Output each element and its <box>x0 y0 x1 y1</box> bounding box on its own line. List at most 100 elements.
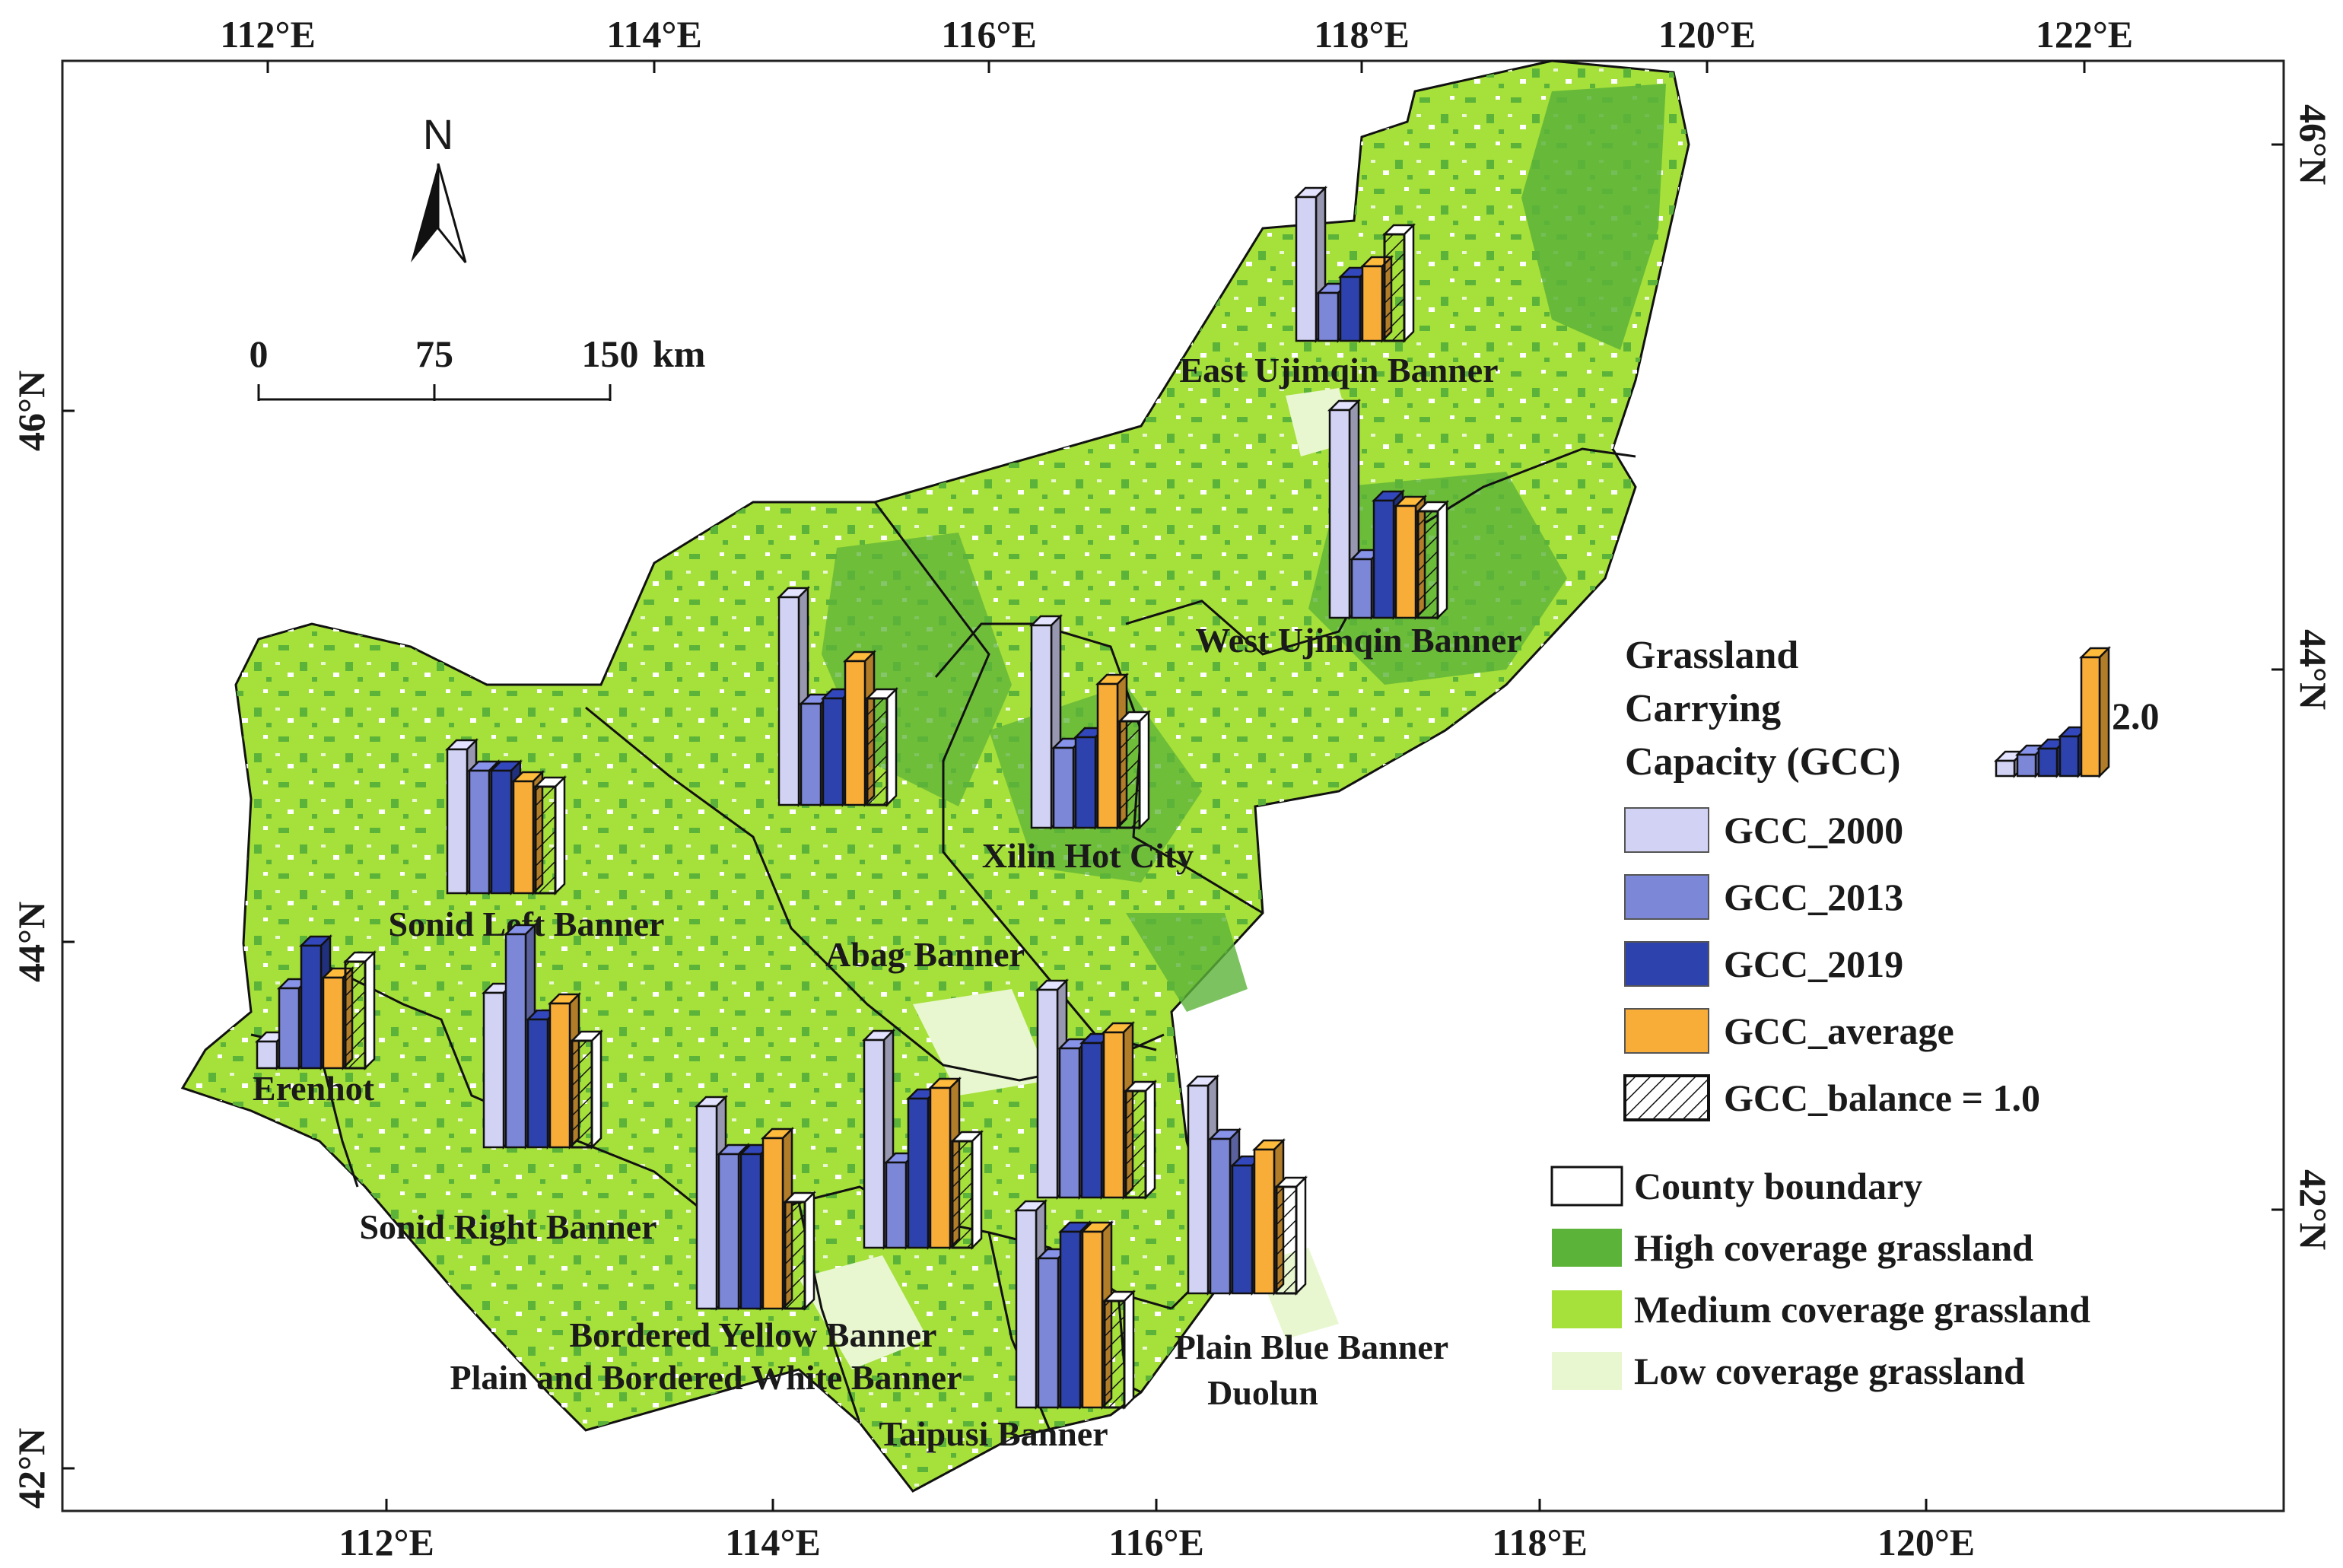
legend-item-gcc2000: GCC_2000 <box>1624 807 1903 853</box>
county-label-bordered-yellow: Bordered Yellow Banner <box>570 1315 937 1354</box>
county-chart-sonid-right <box>481 922 604 1150</box>
county-boundary-line <box>311 957 731 1234</box>
county-gcc-charts: East Ujimqin Banner West Ujimqin Banner Xi… <box>253 185 1522 1453</box>
county-chart-plain-bordered-white <box>861 1028 984 1251</box>
legend-reference-value: 2.0 <box>2112 695 2160 737</box>
bottom-tick-label: 120°E <box>1877 1521 1975 1563</box>
county-label-duolun: Duolun <box>1207 1373 1318 1412</box>
legend-swatch <box>1624 874 1709 920</box>
legend-label: High coverage grassland <box>1634 1226 2033 1269</box>
county-label-erenhot: Erenhot <box>253 1069 375 1108</box>
gcc-balance-bar <box>1123 1079 1158 1201</box>
top-tick-label: 116°E <box>941 13 1037 56</box>
legend-item-gccbal: GCC_balance = 1.0 <box>1623 1074 2040 1121</box>
legend: Grassland Carrying Capacity (GCC) 2.0 GC… <box>1550 634 2160 1392</box>
top-tick-label: 118°E <box>1314 13 1410 56</box>
legend-label: County boundary <box>1634 1165 1922 1207</box>
county-chart-xilin-hot <box>1028 613 1152 831</box>
gcc-balance-bar <box>1381 222 1416 344</box>
gcc-balance-bar <box>342 949 377 1071</box>
legend-swatch <box>1552 1290 1622 1328</box>
gcc-2000-bar <box>1327 398 1362 621</box>
high-coverage-patch <box>1126 913 1248 1012</box>
gcc-balance-bar <box>569 1029 604 1150</box>
legend-item-county: County boundary <box>1550 1165 1922 1207</box>
legend-swatch <box>1623 1074 1710 1121</box>
gcc-balance-bar <box>1102 1289 1137 1411</box>
county-chart-west-ujimqin <box>1327 398 1450 621</box>
legend-label: GCC_average <box>1724 1010 1954 1052</box>
axis-tick-labels: 112°E 114°E 116°E 118°E 120°E 122°E 112°E 114°E… <box>10 13 2335 1563</box>
axis-ticks <box>62 61 2284 1511</box>
county-label-taipusi: Taipusi Banner <box>879 1414 1108 1453</box>
legend-title-line-1: Grassland <box>1625 634 1798 677</box>
legend-swatch <box>1552 1229 1622 1267</box>
north-arrow-label: N <box>423 110 453 158</box>
right-tick-label: 42°N <box>2292 1169 2335 1250</box>
legend-item-low: Low coverage grassland <box>1552 1350 2025 1392</box>
top-tick-label: 112°E <box>220 13 316 56</box>
county-chart-bordered-yellow <box>694 1094 817 1312</box>
legend-item-high: High coverage grassland <box>1552 1226 2033 1269</box>
gcc-balance-bar <box>1273 1175 1308 1296</box>
north-arrow-icon <box>411 164 438 262</box>
legend-title-line-3: Capacity (GCC) <box>1625 740 1901 784</box>
county-chart-east-ujimqin <box>1293 185 1416 344</box>
legend-reference-bar <box>2078 645 2112 779</box>
legend-label: Low coverage grassland <box>1634 1350 2025 1392</box>
legend-title-line-2: Carrying <box>1625 687 1781 730</box>
scale-label-150: 150 <box>582 332 639 375</box>
county-label-abag: Abag Banner <box>825 935 1025 974</box>
right-tick-label: 44°N <box>2292 629 2335 710</box>
low-coverage-patch <box>799 1255 928 1369</box>
legend-item-gccavg: GCC_average <box>1624 1008 1954 1054</box>
legend-gcc-items: GCC_2000 GCC_2013 GCC_2019 GCC_average GCC_b… <box>1623 807 2040 1121</box>
legend-item-gcc2019: GCC_2019 <box>1624 941 1903 987</box>
county-chart-abag <box>776 585 899 808</box>
gcc-balance-bar <box>949 1129 984 1251</box>
gcc-balance-bar <box>782 1190 817 1312</box>
bottom-tick-label: 114°E <box>725 1521 821 1563</box>
scale-label-0: 0 <box>250 332 269 375</box>
county-chart-taipusi <box>1013 1198 1137 1411</box>
high-coverage-patch <box>1521 84 1666 350</box>
north-arrow-icon-half <box>437 163 467 263</box>
legend-swatch <box>1552 1352 1622 1390</box>
county-chart-duolun <box>1185 1073 1308 1296</box>
county-label-plain-blue: Plain Blue Banner <box>1175 1328 1448 1366</box>
bottom-tick-label: 116°E <box>1108 1521 1204 1563</box>
bottom-tick-label: 118°E <box>1492 1521 1588 1563</box>
gcc-balance-bar <box>1415 499 1450 621</box>
legend-reference-chart <box>1993 645 2112 779</box>
top-tick-label: 114°E <box>606 13 702 56</box>
gcc-balance-bar <box>532 774 567 896</box>
left-tick-label: 46°N <box>10 371 52 451</box>
legend-label: Medium coverage grassland <box>1634 1288 2090 1331</box>
legend-swatch <box>1624 941 1709 987</box>
county-label-east-ujimqin: East Ujimqin Banner <box>1179 351 1498 390</box>
north-arrow: N <box>411 110 467 263</box>
county-label-west-ujimqin: West Ujimqin Banner <box>1195 621 1521 660</box>
top-tick-label: 122°E <box>2036 13 2133 56</box>
scale-bar: 0 75 150 km <box>250 332 705 401</box>
legend-label: GCC_2019 <box>1724 943 1903 985</box>
legend-label: GCC_2013 <box>1724 876 1903 918</box>
county-label-xilin-hot: Xilin Hot City <box>982 836 1194 875</box>
left-tick-label: 44°N <box>10 902 52 982</box>
gcc-balance-bar <box>864 686 899 808</box>
low-coverage-patch <box>913 989 1050 1096</box>
county-chart-sonid-left <box>444 737 567 896</box>
left-tick-label: 42°N <box>10 1428 52 1509</box>
county-label-sonid-right: Sonid Right Banner <box>359 1207 656 1246</box>
county-chart-erenhot <box>254 933 377 1071</box>
legend-label: GCC_2000 <box>1724 809 1903 851</box>
legend-land-items: County boundary High coverage grassland Me… <box>1550 1165 2090 1392</box>
bottom-tick-label: 112°E <box>339 1521 434 1563</box>
top-tick-label: 120°E <box>1658 13 1756 56</box>
legend-item-medium: Medium coverage grassland <box>1552 1288 2090 1331</box>
legend-item-gcc2013: GCC_2013 <box>1624 874 1903 920</box>
legend-swatch <box>1550 1166 1623 1207</box>
right-tick-label: 46°N <box>2292 104 2335 185</box>
